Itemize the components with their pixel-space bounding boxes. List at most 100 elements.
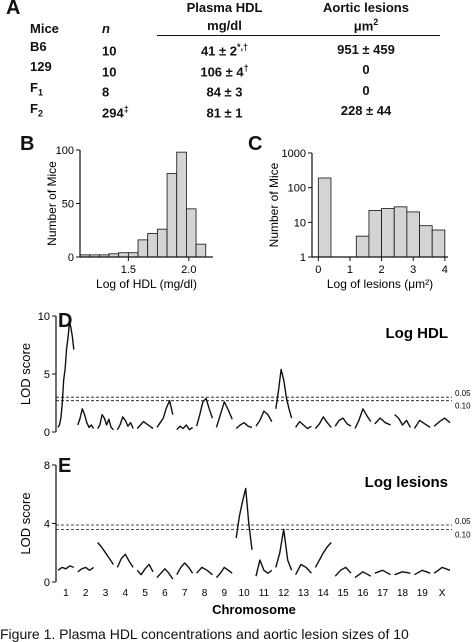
- threshold-label: 0.05: [455, 389, 471, 398]
- panel-label-c: C: [248, 133, 263, 155]
- x-tick-label: 2.0: [181, 264, 196, 276]
- chromosome-label: 13: [298, 588, 310, 599]
- lod-trace-chr-6: [156, 399, 174, 428]
- table-row: 129 10 106 ± 4† 0: [30, 59, 440, 80]
- lod-trace-chr-x: [433, 566, 451, 574]
- y-axis-title: Number of Mice: [45, 161, 59, 246]
- cell-mice: F2: [30, 100, 43, 119]
- lod-trace-chr-11: [255, 559, 273, 577]
- panel-title: Log HDL: [386, 325, 448, 342]
- y-axis-title: Number of Mice: [267, 162, 281, 247]
- chromosome-label: 8: [202, 588, 208, 599]
- y-tick-label: 50: [62, 199, 74, 211]
- lod-trace-chr-10: [235, 421, 253, 430]
- lod-trace-chr-14: [314, 542, 332, 568]
- y-tick-label: 4: [44, 519, 50, 531]
- chromosome-label: 10: [239, 588, 251, 599]
- histogram-bar: [406, 211, 420, 258]
- lod-trace-chr-1: [57, 565, 75, 571]
- y-tick-label: 0: [44, 577, 50, 589]
- lod-trace-chr-5: [136, 420, 154, 430]
- lod-trace-chr-17: [374, 417, 391, 426]
- threshold-label: 0.10: [455, 402, 471, 411]
- lod-trace-chr-3: [97, 542, 114, 565]
- y-tick-label: 0: [44, 427, 50, 439]
- chromosome-label: 19: [417, 588, 429, 599]
- histogram-bar: [381, 208, 395, 258]
- lod-trace-chr-15: [334, 566, 352, 577]
- y-tick-label: 10: [294, 217, 306, 229]
- cell-hdl: 106 ± 4†: [200, 62, 249, 79]
- histogram-bar: [118, 252, 129, 258]
- chromosome-label: X: [439, 588, 446, 599]
- col-header-n: n: [102, 20, 110, 36]
- histogram-bar: [393, 206, 408, 258]
- lod-trace-chr-13: [295, 420, 312, 430]
- table-row: B6 10 41 ± 2*,† 951 ± 459: [30, 36, 440, 60]
- lod-hdl-chart: 0 5 10 LOD score Log HDL 0.05 0.10: [18, 311, 471, 439]
- lod-trace-chr-1: [57, 321, 75, 428]
- lod-trace-chr-7: [176, 424, 194, 431]
- threshold-label: 0.10: [455, 530, 471, 539]
- x-axis-title: Chromosome: [212, 602, 296, 617]
- lod-trace-chr-3: [97, 413, 114, 431]
- x-tick-label: 2: [379, 264, 385, 276]
- lod-trace-chr-4: [116, 553, 134, 568]
- col-header-hdl: Plasma HDL: [186, 0, 263, 15]
- histogram-bar: [317, 177, 332, 258]
- cell-lesions: 0: [362, 62, 370, 78]
- summary-table: Mice n Plasma HDL Aortic lesions mg/dl μ…: [30, 0, 440, 121]
- lod-trace-chr-16: [354, 571, 372, 579]
- chromosome-label: 2: [83, 588, 89, 599]
- cell-hdl: 84 ± 3: [206, 84, 243, 100]
- panel-label-a: A: [6, 0, 21, 19]
- chromosome-label: 12: [278, 588, 290, 599]
- chromosome-label: 15: [338, 588, 350, 599]
- lod-trace-chr-9: [215, 566, 233, 579]
- y-tick-label: 100: [288, 183, 306, 195]
- cell-hdl: 81 ± 1: [206, 105, 243, 121]
- lod-trace-chr-7: [176, 562, 194, 576]
- lod-trace-chr-18: [394, 571, 411, 576]
- lod-trace-chr-17: [374, 569, 391, 576]
- lod-trace-chr-8: [195, 397, 214, 427]
- histogram-bar: [137, 239, 149, 258]
- y-axis-title: LOD score: [18, 343, 33, 405]
- chromosome-label: 7: [182, 588, 188, 599]
- histogram-bar: [176, 151, 187, 258]
- x-tick-label: 1.5: [121, 264, 136, 276]
- cell-mice: 129: [30, 59, 52, 75]
- cell-mice: B6: [30, 38, 47, 54]
- cell-mice: F1: [30, 80, 43, 98]
- histogram-bar: [195, 243, 207, 258]
- chromosome-label: 1: [63, 588, 69, 599]
- lod-trace-chr-x: [433, 417, 451, 427]
- x-axis-title: Log of HDL (mg/dl): [96, 277, 197, 291]
- y-axis-title: LOD score: [18, 492, 33, 554]
- histogram-bar: [147, 233, 158, 258]
- lod-trace-chr-11: [255, 410, 273, 427]
- lod-trace-chr-12: [275, 528, 293, 571]
- figure-caption: Figure 1. Plasma HDL concentrations and …: [0, 626, 409, 642]
- histogram-bar: [431, 229, 446, 258]
- chromosome-label: 3: [103, 588, 109, 599]
- lod-trace-chr-6: [156, 568, 174, 580]
- y-tick-label: 1000: [282, 148, 306, 160]
- chromosome-label: 18: [397, 588, 409, 599]
- panel-title: Log lesions: [365, 474, 448, 491]
- lod-trace-chr-19: [414, 569, 431, 576]
- table-row: F2 294‡ 81 ± 1 228 ± 44: [30, 101, 440, 122]
- lod-trace-chr-12: [275, 368, 293, 419]
- y-tick-label: 0: [68, 252, 74, 264]
- cell-lesions: 228 ± 44: [340, 103, 392, 119]
- lod-trace-chr-9: [215, 401, 233, 428]
- threshold-label: 0.05: [455, 517, 471, 526]
- chromosome-label: 6: [162, 588, 168, 599]
- chromosome-label: 14: [318, 588, 330, 599]
- y-tick-label: 8: [44, 460, 50, 472]
- lod-trace-chr-2: [77, 566, 95, 573]
- cell-lesions: 0: [362, 82, 370, 98]
